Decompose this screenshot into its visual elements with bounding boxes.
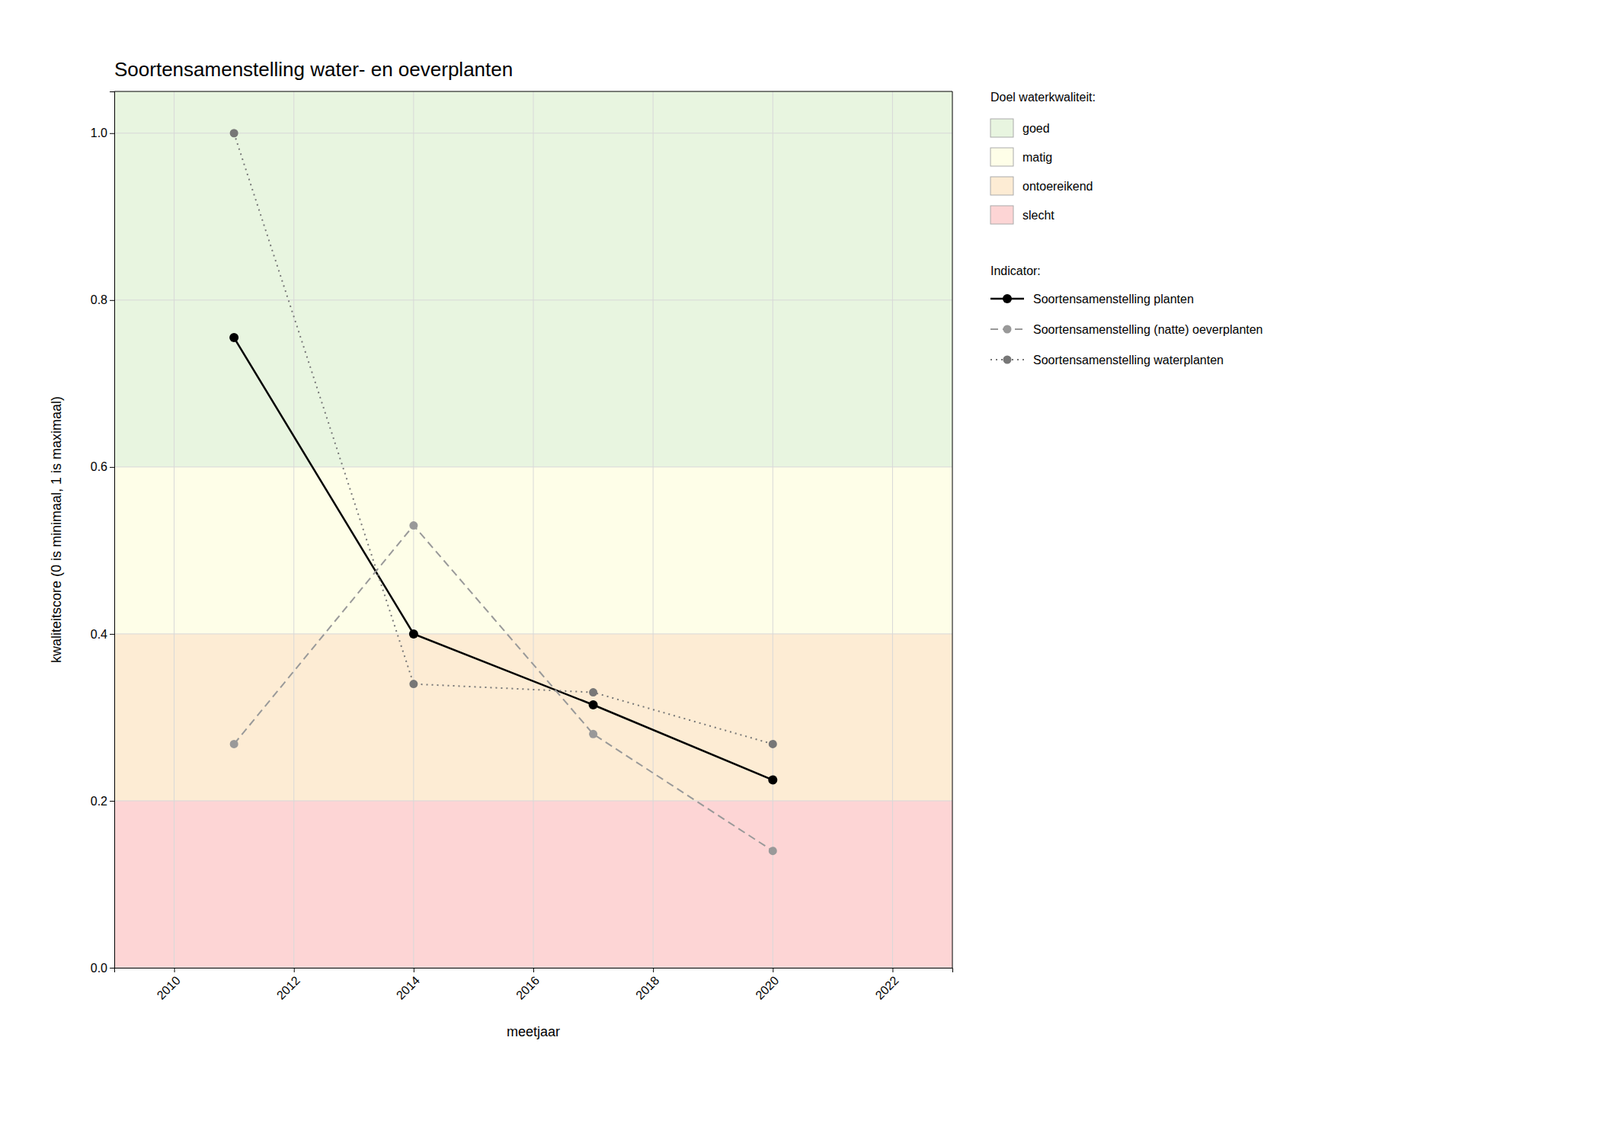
x-tick-mark	[294, 967, 295, 973]
y-tick: 0.4	[90, 627, 115, 641]
grid-line-x	[173, 91, 175, 968]
grid-line-y	[114, 800, 953, 801]
legend: Doel waterkwaliteit: goed matig ontoereiken…	[990, 90, 1264, 367]
series-point	[409, 521, 418, 530]
x-tick: 2012	[274, 967, 303, 1002]
legend-label: slecht	[1022, 208, 1055, 222]
grid-line-x	[652, 91, 654, 968]
y-axis: 0.0 0.2 0.4 0.6 0.8 1.0	[90, 92, 116, 975]
y-tick: 0.8	[90, 293, 115, 307]
chart-title: Soortensamenstelling water- en oeverplan…	[114, 57, 513, 81]
marks	[229, 128, 778, 855]
legend-label: matig	[1022, 150, 1053, 164]
legend-swatch	[990, 147, 1014, 167]
x-tick-mark	[174, 967, 176, 973]
x-tick: 2020	[752, 967, 781, 1002]
x-tick-label: 2018	[633, 973, 662, 1002]
x-tick-mark	[652, 967, 654, 973]
y-tick: 0.0	[90, 961, 115, 975]
grid-line-y	[114, 633, 953, 634]
x-tick: 2014	[393, 967, 423, 1002]
legend-marker	[1002, 294, 1012, 304]
legend-marker	[1003, 325, 1012, 334]
x-tick-label: 2014	[393, 973, 423, 1002]
y-tick-mark	[109, 633, 115, 635]
legend-title: Indicator:	[990, 264, 1041, 278]
series-point	[768, 846, 778, 855]
series-line	[233, 337, 773, 780]
legend-title: Doel waterkwaliteit:	[990, 90, 1096, 104]
legend-label: Soortensamenstelling (natte) oeverplante…	[1033, 323, 1264, 336]
grid-line-y	[114, 132, 953, 134]
plot-frame-right	[952, 91, 954, 968]
series-point	[588, 688, 598, 697]
x-tick-mark	[413, 967, 415, 973]
x-tick-label: 2010	[154, 973, 183, 1002]
series-line	[233, 525, 773, 852]
x-axis-line	[115, 968, 954, 973]
series-point	[768, 775, 778, 785]
legend-marker	[1003, 355, 1012, 365]
y-tick-label: 0.8	[90, 293, 108, 307]
y-axis-title: kwaliteitscore (0 is minimaal, 1 is maxi…	[48, 396, 64, 663]
x-tick-label: 2022	[872, 973, 901, 1002]
y-tick-mark	[109, 800, 115, 802]
legend-label: goed	[1022, 121, 1050, 135]
x-tick-label: 2020	[752, 973, 781, 1002]
series-point	[229, 332, 239, 343]
plot-frame-top	[114, 91, 953, 93]
y-tick-mark	[109, 467, 115, 468]
x-tick: 2022	[872, 967, 901, 1002]
y-tick-label: 0.2	[90, 794, 108, 808]
series-point	[409, 629, 419, 639]
y-tick-label: 0.4	[90, 627, 108, 641]
legend-swatch	[990, 176, 1014, 196]
grid-line-y	[114, 967, 953, 969]
x-tick: 2018	[633, 967, 662, 1002]
y-tick-mark	[109, 133, 115, 135]
x-tick-mark	[772, 967, 774, 973]
x-axis: 2010 2012 2014 2016 2018 2020 2022	[115, 967, 954, 1002]
y-tick-mark	[109, 300, 115, 301]
y-tick: 0.2	[90, 794, 115, 808]
x-tick-label: 2016	[513, 973, 542, 1002]
series-point	[588, 729, 598, 739]
grid-line-x	[772, 91, 774, 968]
x-tick-mark	[533, 967, 535, 973]
grid-line-y	[114, 466, 953, 468]
y-tick-label: 1.0	[90, 126, 108, 140]
zones	[114, 91, 953, 968]
legend-swatch	[990, 118, 1014, 138]
y-tick-mark	[109, 967, 115, 969]
y-axis-line	[109, 92, 116, 969]
grid-line-x	[533, 91, 535, 968]
legend-label: Soortensamenstelling waterplanten	[1033, 353, 1224, 367]
series-point	[588, 700, 599, 710]
y-tick-label: 0.6	[90, 460, 108, 474]
legend-label: ontoereikend	[1022, 179, 1094, 193]
legend-swatch	[990, 205, 1014, 224]
series-line	[233, 133, 773, 745]
x-axis-title: meetjaar	[506, 1024, 560, 1040]
grid-line-x	[892, 91, 893, 968]
series-point	[230, 739, 239, 749]
grid-line-y	[114, 299, 953, 301]
series-point	[768, 739, 778, 749]
grid-line-x	[293, 91, 295, 968]
legend-label: Soortensamenstelling planten	[1033, 292, 1194, 306]
chart: 2010 2012 2014 2016 2018 2020 2022 0.0 0.2 0.4 0.6…	[0, 0, 1600, 1143]
y-tick-label: 0.0	[90, 961, 108, 975]
y-tick: 1.0	[90, 126, 115, 140]
x-tick: 2016	[513, 967, 542, 1002]
series-point	[230, 128, 239, 138]
grid	[114, 91, 953, 968]
x-tick-label: 2012	[274, 973, 303, 1002]
series-point	[409, 679, 418, 688]
x-tick-mark	[892, 967, 893, 973]
x-tick: 2010	[154, 967, 183, 1002]
y-tick: 0.6	[90, 460, 115, 474]
